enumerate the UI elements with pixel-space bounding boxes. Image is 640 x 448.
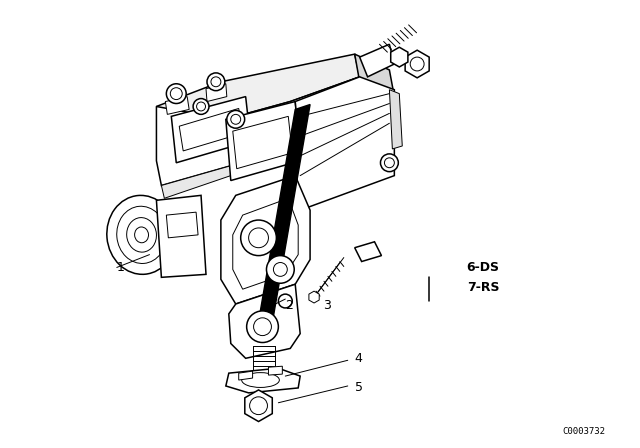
- Polygon shape: [165, 97, 189, 114]
- Circle shape: [266, 256, 294, 283]
- Polygon shape: [309, 291, 319, 303]
- Polygon shape: [391, 47, 408, 67]
- Text: 7-RS: 7-RS: [467, 281, 499, 294]
- Polygon shape: [255, 104, 310, 339]
- Polygon shape: [405, 50, 429, 78]
- Polygon shape: [156, 54, 360, 131]
- Polygon shape: [161, 166, 231, 198]
- Text: C0003732: C0003732: [563, 427, 606, 436]
- Polygon shape: [226, 368, 300, 393]
- Polygon shape: [355, 54, 394, 97]
- Text: 1: 1: [116, 261, 125, 274]
- Circle shape: [166, 84, 186, 103]
- Text: 5: 5: [355, 381, 363, 394]
- Circle shape: [241, 220, 276, 256]
- Circle shape: [380, 154, 398, 172]
- Polygon shape: [156, 195, 206, 277]
- Polygon shape: [156, 77, 360, 185]
- Polygon shape: [228, 284, 300, 358]
- Text: 4: 4: [355, 352, 363, 365]
- Text: 2: 2: [285, 299, 293, 312]
- Polygon shape: [172, 97, 251, 163]
- Polygon shape: [226, 102, 300, 181]
- Polygon shape: [295, 77, 394, 210]
- Circle shape: [278, 294, 292, 308]
- Circle shape: [227, 110, 244, 128]
- Text: 6-DS: 6-DS: [467, 261, 500, 274]
- Polygon shape: [389, 90, 403, 149]
- Text: 3: 3: [323, 299, 331, 312]
- Polygon shape: [206, 84, 227, 102]
- Polygon shape: [355, 242, 381, 262]
- Polygon shape: [221, 176, 310, 304]
- Polygon shape: [239, 371, 253, 380]
- Circle shape: [193, 99, 209, 114]
- Circle shape: [246, 311, 278, 343]
- Polygon shape: [245, 390, 272, 422]
- Polygon shape: [360, 44, 394, 77]
- Circle shape: [207, 73, 225, 90]
- Ellipse shape: [107, 195, 176, 274]
- Polygon shape: [268, 366, 282, 375]
